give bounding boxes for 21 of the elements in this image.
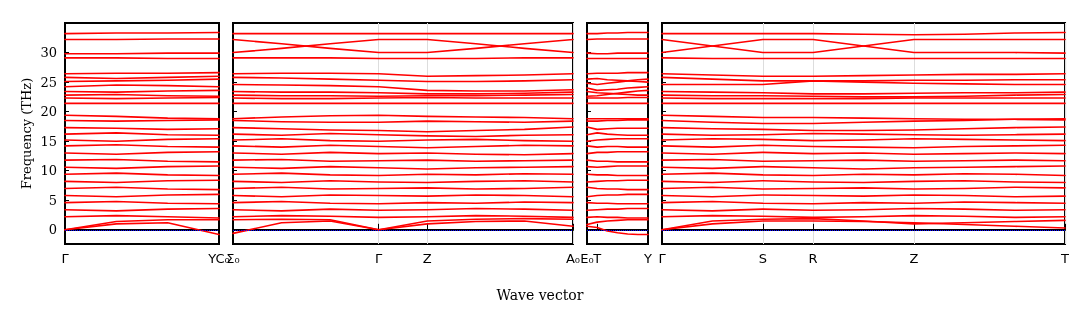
x-tick-label: S: [758, 251, 767, 266]
y-tick-label: 0: [48, 222, 57, 238]
x-tick-label: Γ: [375, 251, 384, 266]
x-tick-label: Y: [643, 251, 653, 266]
x-tick-label: T: [592, 251, 602, 266]
y-tick-label: 30: [40, 45, 57, 61]
x-tick-label: Γ: [61, 251, 70, 266]
x-tick-label: Γ: [658, 251, 667, 266]
y-tick-label: 5: [48, 192, 57, 208]
x-tick-label: Z: [909, 251, 919, 266]
x-axis-title: Wave vector: [496, 287, 584, 303]
y-axis-title: Frequency (THz): [19, 77, 34, 190]
x-tick-label: R: [808, 251, 818, 266]
x-tick-label: A₀: [565, 251, 581, 266]
y-tick-label: 10: [40, 163, 57, 179]
y-tick-label: 20: [40, 104, 57, 120]
x-tick-label: E₀: [580, 251, 594, 266]
y-tick-label: 15: [40, 133, 57, 149]
x-tick-label: T: [1060, 251, 1070, 266]
x-tick-label: Z: [422, 251, 432, 266]
y-tick-label: 25: [40, 74, 57, 90]
